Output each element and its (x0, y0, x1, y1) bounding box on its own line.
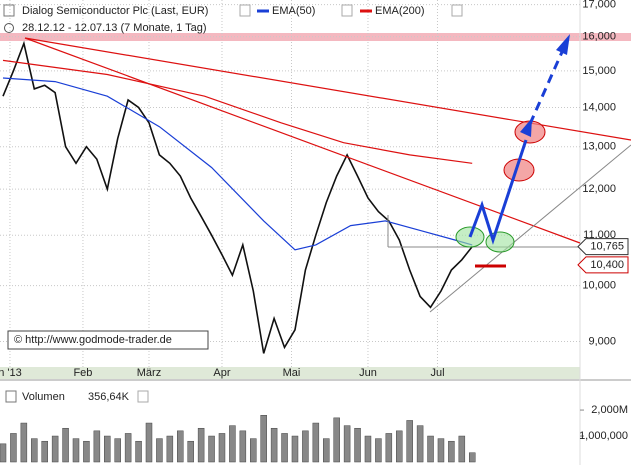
y-tick-label: 13,000 (582, 141, 616, 153)
volume-bar (302, 430, 309, 463)
subtitle: 28.12.12 - 12.07.13 (7 Monate, 1 Tag) (22, 22, 206, 34)
clock-icon (4, 23, 14, 33)
price-tag (577, 256, 629, 274)
arrowhead (520, 118, 532, 137)
volume-bar (93, 430, 101, 463)
chart-title: Dialog Semiconductor Plc (Last, EUR) (22, 5, 208, 17)
volume-bar (208, 435, 215, 463)
volume-bar (135, 440, 142, 463)
icon (341, 4, 353, 17)
volume-bar (229, 425, 236, 463)
price-tag (577, 238, 629, 256)
volume-bar (250, 438, 257, 463)
y-tick-label: 12,000 (582, 183, 616, 195)
legend-label: EMA(200) (375, 5, 425, 17)
volume-bar (343, 425, 351, 463)
volume-bar (187, 440, 194, 463)
volume-bar (354, 427, 361, 463)
volume-bar (239, 430, 247, 463)
volume-bar (291, 435, 299, 463)
volume-bar (31, 438, 38, 463)
y-tick-label: 15,000 (582, 65, 616, 77)
y-tick-label: 9,000 (588, 335, 616, 347)
icon (3, 4, 15, 17)
copyright-box (7, 330, 209, 350)
volume-bar (385, 433, 393, 463)
volume-bar (177, 430, 184, 463)
x-axis-band (0, 367, 580, 379)
copyright: © http://www.godmode-trader.de (14, 334, 172, 346)
volume-bar (312, 422, 320, 463)
y-tick-label: 2,000M (591, 404, 628, 416)
forecast-path (528, 51, 564, 125)
volume-bar (51, 435, 59, 463)
volume-bar (416, 425, 424, 463)
volume-bar (145, 422, 153, 463)
volume-bar (333, 417, 340, 463)
x-tick-label: Jun (359, 367, 377, 379)
x-tick-label: März (137, 367, 161, 379)
y-tick-label: 11,000 (583, 229, 616, 241)
volume-bar (104, 435, 111, 463)
volume-bar (20, 422, 28, 463)
volume-bar (124, 433, 132, 463)
icon (137, 390, 149, 403)
volume-bar (458, 435, 466, 463)
volume-bar (270, 427, 278, 463)
y-tick-label: 17,000 (582, 0, 616, 11)
trend-channel (429, 144, 631, 313)
icon (239, 4, 251, 17)
y-tick-label: 16,000 (582, 31, 616, 43)
volume-bar (468, 452, 476, 463)
legend-label: EMA(50) (272, 5, 315, 17)
volume-bar (396, 430, 403, 463)
volume-bar (427, 435, 434, 463)
volume-bar (0, 443, 7, 463)
x-tick-label: Jul (430, 367, 444, 379)
header: Dialog Semiconductor Plc (Last, EUR) EMA… (3, 4, 463, 403)
y-tick-label: 1,000,000 (579, 430, 628, 442)
trend-line (24, 37, 581, 244)
x-tick-label: Apr (213, 367, 230, 379)
volume-bar (323, 438, 330, 463)
y-tick-label: 14,000 (582, 101, 616, 113)
x-tick-label: n '13 (0, 367, 22, 379)
volume-bar (72, 438, 80, 463)
series-line (2, 77, 473, 251)
volume-bar (62, 427, 69, 463)
volume-value: 356,64K (88, 391, 130, 403)
series-line (2, 59, 473, 164)
annotations (24, 34, 631, 313)
arrowhead (556, 34, 570, 55)
volume-bar (156, 438, 163, 463)
volume-bar (281, 433, 288, 463)
volume-bar (406, 420, 413, 463)
price-tag-label: 10,765 (590, 241, 624, 253)
volume-bar (437, 438, 445, 463)
volume-bar (83, 440, 90, 463)
volume-bar (260, 415, 267, 463)
forecast-path (468, 139, 528, 245)
icon (5, 390, 17, 403)
icon (451, 4, 463, 17)
volume-bar (41, 440, 48, 463)
x-tick-label: Mai (283, 367, 301, 379)
volume-bar (114, 438, 121, 463)
volume-bar (218, 433, 226, 463)
price-tag-label: 10,400 (590, 259, 624, 271)
volume-bar (448, 440, 455, 463)
y-tick-label: 10,000 (582, 280, 616, 292)
series-line (2, 40, 473, 354)
x-tick-label: Feb (73, 367, 92, 379)
volume-bar (364, 435, 372, 463)
volume-bar (375, 438, 382, 463)
volume-bar (197, 427, 205, 463)
volume-bar (10, 433, 17, 463)
volume-bar (166, 435, 174, 463)
volume-title: Volumen (22, 391, 65, 403)
